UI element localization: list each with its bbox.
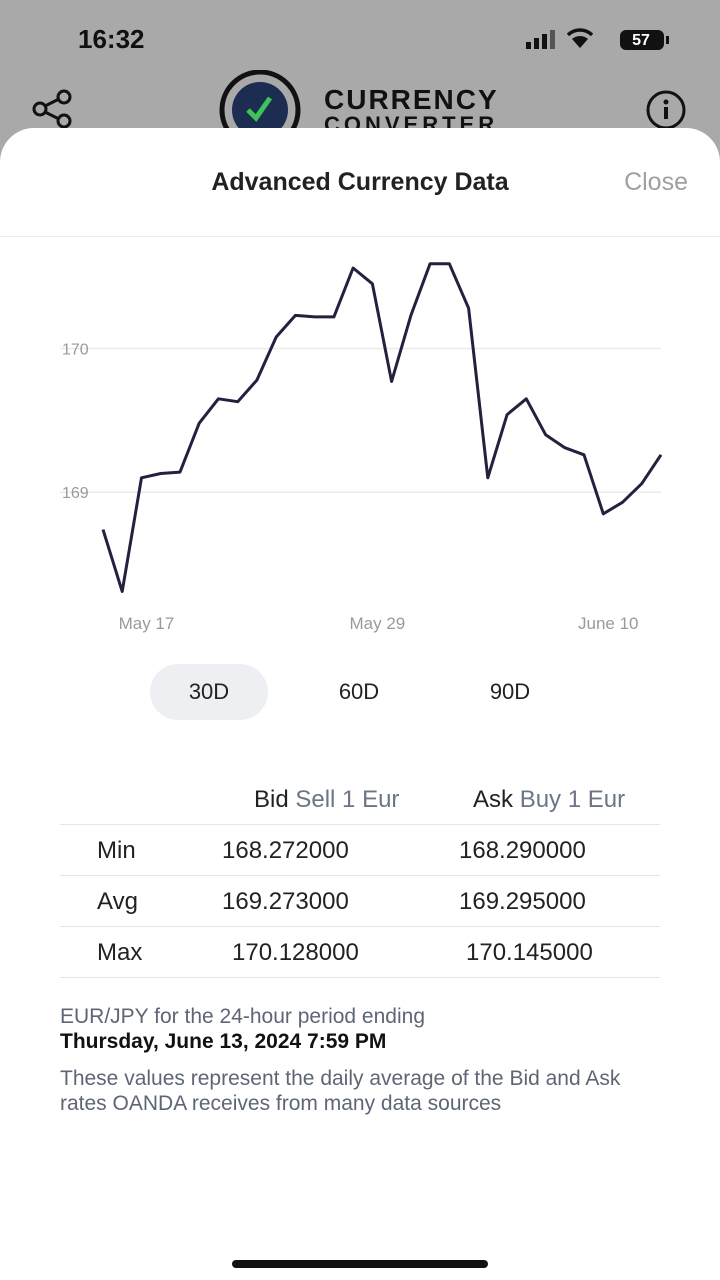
info-icon[interactable] — [644, 90, 688, 130]
divider — [0, 236, 720, 237]
modal — [0, 128, 720, 1280]
logo-icon — [219, 70, 301, 130]
period-text: EUR/JPY for the 24-hour period ending — [60, 1005, 425, 1028]
x-tick-label: May 17 — [119, 614, 175, 633]
header-sub: Buy 1 Eur — [519, 786, 626, 813]
home-indicator — [232, 1260, 488, 1268]
tab[interactable]: 60D — [338, 679, 380, 704]
status-icons: 57 — [526, 28, 669, 50]
header-label: Ask — [473, 786, 514, 813]
row-label: Max — [97, 939, 143, 966]
tab[interactable]: 30D — [150, 664, 268, 720]
cell: 168.272000 — [222, 837, 349, 864]
row-divider — [60, 926, 660, 927]
note: These values represent the daily average… — [60, 1067, 621, 1115]
cell: 170.145000 — [466, 939, 593, 966]
cell: 168.290000 — [459, 837, 586, 864]
period-date: Thursday, June 13, 2024 7:59 PM — [60, 1030, 387, 1053]
tab[interactable]: 90D — [489, 679, 531, 704]
cell: 169.295000 — [459, 888, 586, 915]
share-icon[interactable] — [30, 88, 78, 132]
row-label: Min — [97, 837, 136, 864]
close-button[interactable]: Close — [624, 168, 688, 196]
line — [101, 262, 663, 593]
column-header: Bid Sell 1 Eur — [254, 786, 399, 814]
modal-title: Advanced Currency Data — [211, 168, 509, 196]
row-divider — [60, 875, 660, 876]
cell: 169.273000 — [222, 888, 349, 915]
header-label: Bid — [254, 786, 289, 813]
row-label: Avg — [97, 888, 138, 915]
column-header: Ask Buy 1 Eur — [473, 786, 625, 814]
row-divider — [60, 824, 660, 825]
logo-text: CURRENCY — [324, 84, 499, 115]
row-divider — [60, 977, 660, 978]
battery-level: 57 — [632, 32, 650, 49]
cell: 170.128000 — [232, 939, 359, 966]
x-tick-label: May 29 — [350, 614, 406, 633]
time: 16:32 — [78, 24, 145, 54]
y-tick-label: 169 — [62, 485, 89, 502]
chart: 169 170 May 17 May 29 June 10 — [60, 262, 663, 633]
x-tick-label: June 10 — [578, 614, 639, 633]
header-sub: Sell 1 Eur — [295, 786, 400, 813]
y-tick-label: 170 — [62, 341, 89, 358]
